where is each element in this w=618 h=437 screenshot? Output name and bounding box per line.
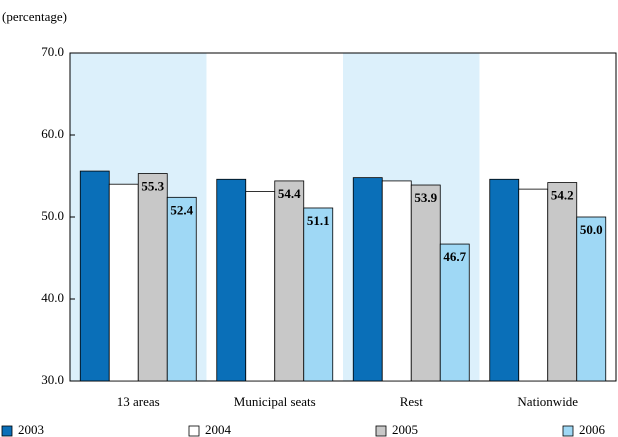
value-label: 50.0	[580, 222, 603, 237]
y-tick-label: 70.0	[41, 44, 64, 59]
legend-label: 2005	[392, 422, 418, 437]
y-axis-label: (percentage)	[2, 9, 67, 24]
value-label: 54.2	[551, 188, 574, 203]
bar	[381, 180, 412, 382]
bar	[547, 182, 578, 382]
bar	[216, 178, 247, 382]
bar	[245, 191, 276, 382]
bar	[439, 243, 470, 382]
x-tick-label: Rest	[400, 394, 424, 409]
legend-label: 2006	[579, 422, 606, 437]
value-label: 46.7	[443, 249, 466, 264]
value-label: 52.4	[170, 202, 193, 217]
bar	[410, 184, 441, 382]
legend-swatch	[562, 425, 574, 437]
value-label: 51.1	[307, 213, 330, 228]
bar	[79, 170, 110, 382]
bar	[576, 216, 607, 382]
bar	[108, 183, 139, 382]
legend-label: 2003	[18, 422, 44, 437]
bar	[137, 173, 168, 382]
y-tick-label: 30.0	[41, 372, 64, 387]
value-label: 54.4	[278, 186, 301, 201]
value-label: 53.9	[414, 190, 437, 205]
bar	[274, 180, 305, 382]
legend-swatch	[375, 425, 387, 437]
bar	[166, 196, 197, 382]
bar	[303, 207, 334, 382]
legend-swatch	[188, 425, 200, 437]
legend-label: 2004	[205, 422, 232, 437]
x-tick-label: 13 areas	[117, 394, 160, 409]
y-tick-label: 40.0	[41, 290, 64, 305]
bar	[352, 177, 383, 382]
y-tick-label: 60.0	[41, 126, 64, 141]
bar	[518, 188, 549, 382]
y-tick-label: 50.0	[41, 208, 64, 223]
value-label: 55.3	[141, 179, 164, 194]
x-tick-label: Municipal seats	[234, 394, 316, 409]
legend-swatch	[1, 425, 13, 437]
bar	[489, 178, 520, 382]
x-tick-label: Nationwide	[517, 394, 578, 409]
